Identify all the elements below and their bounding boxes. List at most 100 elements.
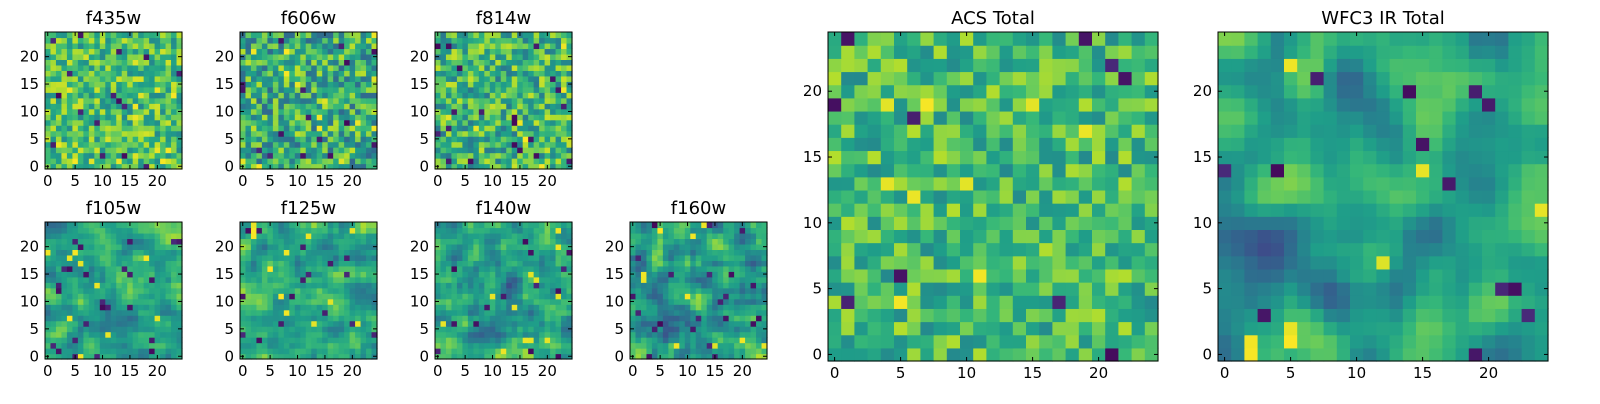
heatmap-cell [328,120,334,126]
heatmap-cell [256,81,262,87]
heatmap-cell [278,98,284,104]
heatmap-cell [333,37,339,43]
heatmap-cell [344,158,350,164]
heatmap-cell [311,131,317,137]
heatmap-cell [317,65,323,71]
heatmap-cell [72,343,78,349]
heatmap-cell [435,120,441,126]
heatmap-cell [534,147,540,153]
heatmap-cell [556,227,562,233]
heatmap-cell [745,233,751,239]
heatmap-cell [751,299,757,305]
heatmap-cell [317,37,323,43]
heatmap-cell [545,337,551,343]
x-tick-label: 10 [93,362,112,380]
heatmap-cell [322,337,328,343]
heatmap-cell [446,315,452,321]
heatmap-cell [745,332,751,338]
heatmap-cell [1039,177,1053,191]
heatmap-cell [78,260,84,266]
heatmap-cell [920,150,934,164]
panel-title: f814w [476,8,531,29]
heatmap-cell [707,249,713,255]
heatmap-cell [322,277,328,283]
heatmap-cell [561,76,567,82]
heatmap-cell [451,238,457,244]
heatmap-cell [273,37,279,43]
heatmap-cell [751,337,757,343]
heatmap-cell [1118,269,1132,283]
heatmap-cell [881,216,895,230]
heatmap-cell [366,65,372,71]
heatmap-cell [740,244,746,250]
heatmap-cell [273,59,279,65]
heatmap-cell [339,332,345,338]
heatmap-cell [495,109,501,115]
heatmap-cell [523,103,529,109]
heatmap-cell [144,147,150,153]
heatmap-cell [473,54,479,60]
heatmap-cell [920,229,934,243]
heatmap-cell [657,255,663,261]
heatmap-cell [89,87,95,93]
heatmap-cell [251,277,257,283]
heatmap-cell [361,222,367,228]
heatmap-cell [361,233,367,239]
y-tick-label: 5 [224,320,234,338]
heatmap-cell [122,321,128,327]
heatmap-cell [451,244,457,250]
y-tick-label: 0 [29,157,39,175]
heatmap-cell [45,332,51,338]
heatmap-cell [138,43,144,49]
heatmap-cell [273,238,279,244]
heatmap-cell [284,348,290,354]
heatmap-cell [273,131,279,137]
heatmap-cell [539,98,545,104]
heatmap-cell [550,92,556,98]
x-tick-label: 20 [343,172,362,190]
heatmap-cell [289,271,295,277]
heatmap-cell [149,109,155,115]
heatmap-cell [251,310,257,316]
heatmap-cell [328,142,334,148]
heatmap-cell [506,109,512,115]
heatmap-cell [56,142,62,148]
heatmap-cell [355,315,361,321]
heatmap-cell [300,238,306,244]
heatmap-cell [506,92,512,98]
heatmap-cell [657,233,663,239]
heatmap-cell [361,54,367,60]
heatmap-cell [435,131,441,137]
heatmap-cell [506,142,512,148]
heatmap-cell [690,255,696,261]
heatmap-cell [289,43,295,49]
heatmap-cell [306,158,312,164]
heatmap-cell [105,288,111,294]
heatmap-cell [339,136,345,142]
heatmap-cell [166,54,172,60]
heatmap-cell [111,59,117,65]
heatmap-cell [468,321,474,327]
y-tick-label: 10 [20,102,39,120]
heatmap-cell [468,266,474,272]
heatmap-cell [171,332,177,338]
heatmap-cell [646,266,652,272]
heatmap-cell [440,244,446,250]
heatmap-cell [361,153,367,159]
heatmap-cell [707,343,713,349]
heatmap-cell [83,222,89,228]
heatmap-cell [251,227,257,233]
heatmap-cell [289,136,295,142]
heatmap-cell [534,153,540,159]
heatmap-cell [89,238,95,244]
heatmap-cell [854,282,868,296]
heatmap-cell [339,238,345,244]
heatmap-cell [484,87,490,93]
heatmap-cell [696,238,702,244]
heatmap-cell [556,59,562,65]
heatmap-cell [295,266,301,272]
heatmap-cell [528,277,534,283]
heatmap-cell [457,249,463,255]
heatmap-cell [663,260,669,266]
heatmap-cell [457,233,463,239]
